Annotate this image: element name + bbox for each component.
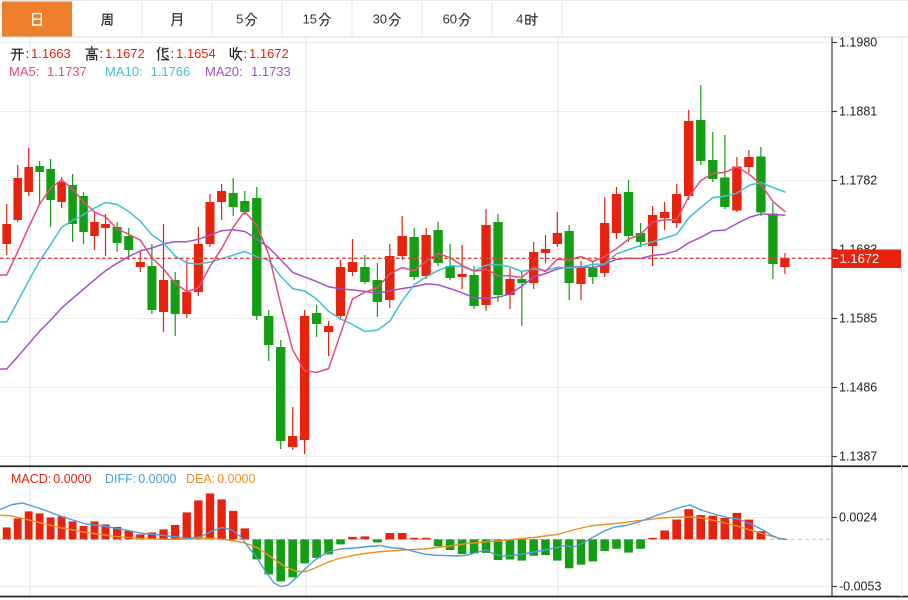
svg-text:1.1766: 1.1766	[151, 64, 191, 79]
svg-text:MA10:: MA10:	[105, 64, 143, 79]
svg-text:0.0024: 0.0024	[839, 511, 877, 525]
svg-text:MA20:: MA20:	[205, 64, 243, 79]
svg-text::: :	[171, 46, 175, 61]
svg-text:DIFF:0.0000: DIFF: 0.0000	[105, 472, 177, 486]
svg-text:1.1980: 1.1980	[839, 36, 877, 50]
svg-text::: :	[100, 46, 104, 61]
svg-text:5: 5	[236, 12, 243, 27]
svg-text:-0.0053: -0.0053	[839, 580, 881, 594]
svg-text:1.1672: 1.1672	[105, 46, 145, 61]
svg-text:1.1733: 1.1733	[251, 64, 291, 79]
svg-text:1.1486: 1.1486	[839, 381, 877, 395]
svg-text:15: 15	[303, 12, 317, 27]
svg-text::: :	[244, 46, 248, 61]
svg-text:1.1654: 1.1654	[176, 46, 216, 61]
svg-text:4: 4	[516, 12, 523, 27]
svg-text:MA5:: MA5:	[9, 64, 39, 79]
svg-text:1.1881: 1.1881	[839, 105, 877, 119]
svg-text:1.1387: 1.1387	[839, 450, 877, 464]
svg-text:1.1585: 1.1585	[839, 312, 877, 326]
svg-text:1.1737: 1.1737	[47, 64, 87, 79]
svg-text:MACD:0.0000: MACD: 0.0000	[11, 472, 92, 486]
svg-text:1.1672: 1.1672	[840, 251, 880, 266]
svg-text:DEA:0.0000: DEA: 0.0000	[186, 472, 255, 486]
svg-text:1.1782: 1.1782	[839, 174, 877, 188]
svg-text:1.1672: 1.1672	[249, 46, 289, 61]
svg-text:1.1663: 1.1663	[31, 46, 71, 61]
svg-text:30: 30	[373, 12, 387, 27]
svg-text::: :	[26, 46, 30, 61]
svg-text:60: 60	[443, 12, 457, 27]
